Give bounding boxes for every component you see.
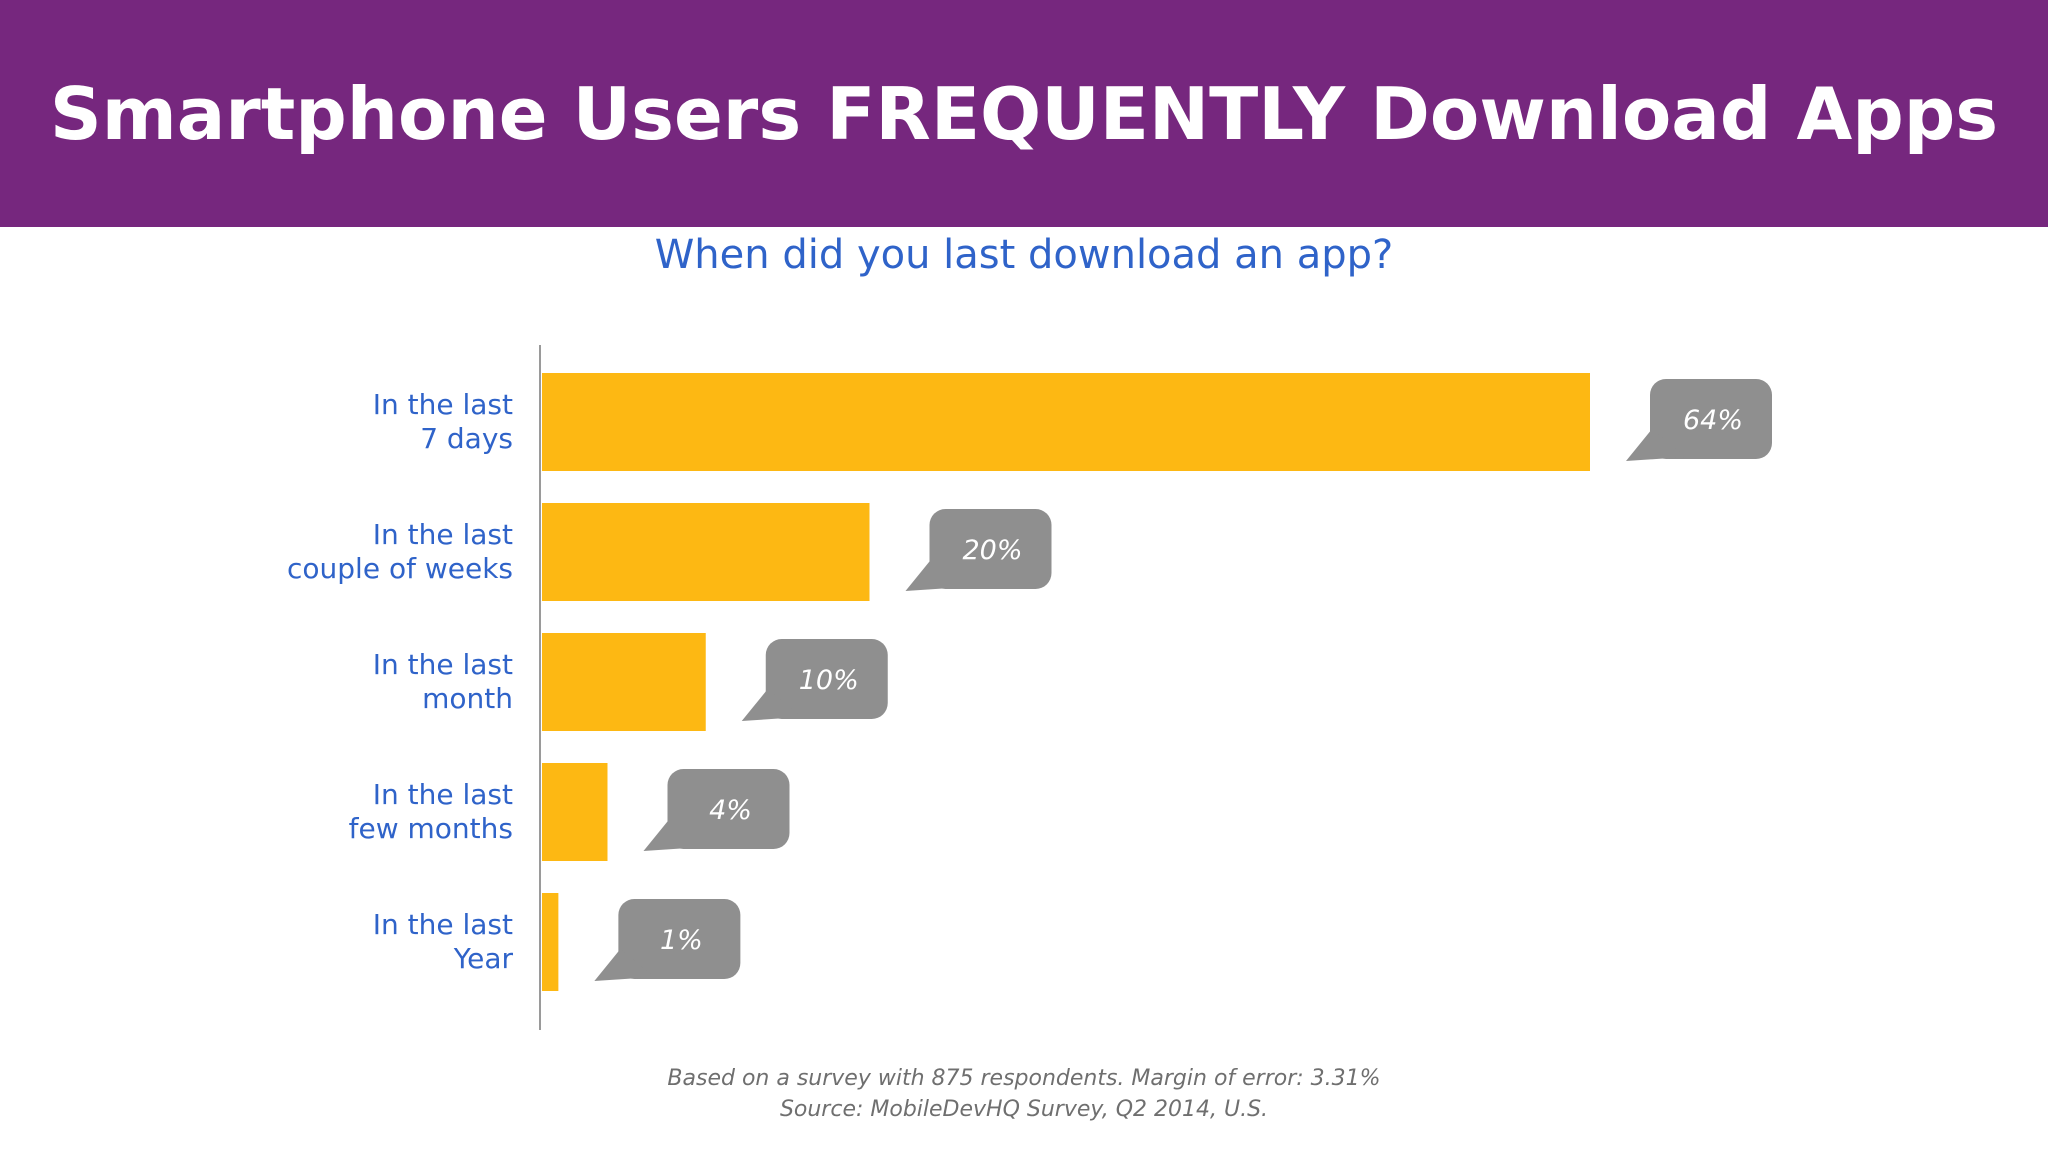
- value-bubble-body-3: [765, 639, 888, 719]
- value-bubble-4: 4%: [643, 769, 790, 851]
- value-bubble-tail-3: [741, 689, 802, 721]
- category-label-3-line-1: In the last: [373, 648, 513, 681]
- value-bubble-tail-1: [1626, 429, 1686, 461]
- value-bubble-body-4: [667, 769, 790, 849]
- category-label-2-line-2: couple of weeks: [287, 552, 513, 585]
- category-label-5-line-2: Year: [453, 942, 514, 975]
- data-label-4: 4%: [709, 795, 752, 826]
- data-label-1: 64%: [1683, 405, 1743, 436]
- data-label-2: 20%: [962, 535, 1022, 566]
- category-label-3-line-2: month: [422, 682, 513, 715]
- slide-title: Smartphone Users FREQUENTLY Download App…: [49, 71, 1999, 156]
- value-bubble-tail-4: [643, 819, 704, 851]
- footnote-survey: Based on a survey with 875 respondents. …: [667, 1066, 1381, 1091]
- category-label-1-line-2: 7 days: [420, 422, 513, 455]
- title-banner: Smartphone Users FREQUENTLY Download App…: [0, 0, 2048, 227]
- value-bubble-2: 20%: [905, 509, 1052, 591]
- category-label-2-line-1: In the last: [373, 518, 513, 551]
- bar-1: [542, 373, 1590, 471]
- chart-title: When did you last download an app?: [654, 232, 1394, 278]
- value-bubble-body-5: [618, 899, 741, 979]
- bar-5: [542, 893, 559, 991]
- category-label-4-line-2: few months: [349, 812, 513, 845]
- value-bubble-body-1: [1650, 379, 1772, 459]
- value-bubble-1: 64%: [1626, 379, 1772, 461]
- bar-4: [542, 763, 608, 861]
- bar-2: [542, 503, 870, 601]
- value-bubble-tail-5: [594, 949, 655, 981]
- value-bubble-body-2: [929, 509, 1052, 589]
- bar-3: [542, 633, 706, 731]
- value-bubble-5: 1%: [594, 899, 741, 981]
- category-label-4-line-1: In the last: [373, 778, 513, 811]
- category-label-1-line-1: In the last: [373, 388, 513, 421]
- data-label-5: 1%: [660, 925, 703, 956]
- category-label-5-line-1: In the last: [373, 908, 513, 941]
- data-label-3: 10%: [799, 665, 859, 696]
- footnote-source: Source: MobileDevHQ Survey, Q2 2014, U.S…: [779, 1097, 1269, 1122]
- value-bubble-tail-2: [905, 559, 966, 591]
- value-bubble-3: 10%: [741, 639, 888, 721]
